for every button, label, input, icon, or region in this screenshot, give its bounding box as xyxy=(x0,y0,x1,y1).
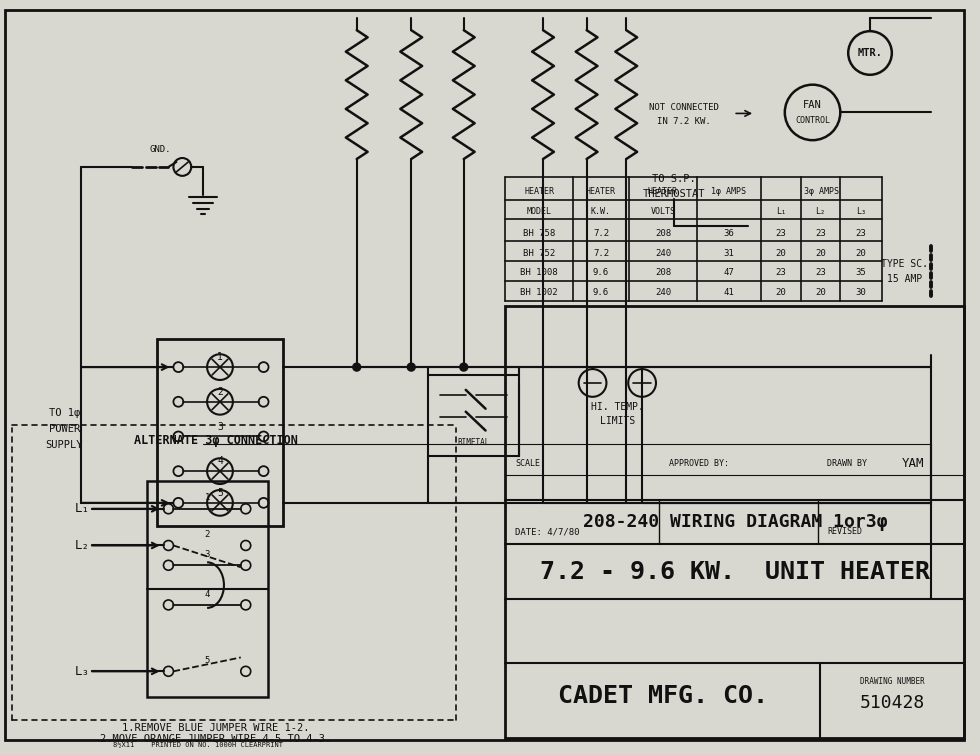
Text: 23: 23 xyxy=(856,229,866,238)
Text: 41: 41 xyxy=(723,288,734,297)
Text: 35: 35 xyxy=(856,269,866,277)
Text: L₃: L₃ xyxy=(74,665,90,678)
Text: 20: 20 xyxy=(815,288,826,297)
Text: APPROVED BY:: APPROVED BY: xyxy=(669,459,729,467)
Circle shape xyxy=(460,363,467,371)
Text: 15 AMP: 15 AMP xyxy=(887,274,922,284)
Text: 2: 2 xyxy=(217,387,222,397)
Text: 1.REMOVE BLUE JUMPER WIRE 1-2.: 1.REMOVE BLUE JUMPER WIRE 1-2. xyxy=(122,723,310,733)
Text: BH 1002: BH 1002 xyxy=(520,288,558,297)
Text: 5: 5 xyxy=(205,656,210,665)
Text: 9.6: 9.6 xyxy=(593,269,609,277)
Bar xyxy=(147,481,268,697)
Text: HEATER: HEATER xyxy=(648,187,678,196)
Text: L₂: L₂ xyxy=(74,539,90,552)
Text: 3φ AMPS: 3φ AMPS xyxy=(804,187,839,196)
Text: 31: 31 xyxy=(723,248,734,257)
Text: 20: 20 xyxy=(856,248,866,257)
Text: 240: 240 xyxy=(655,248,671,257)
Text: 23: 23 xyxy=(775,229,786,238)
Text: HEATER: HEATER xyxy=(586,187,616,196)
Text: TYPE SC.: TYPE SC. xyxy=(881,259,928,269)
Text: 510428: 510428 xyxy=(859,694,925,712)
Text: FAN: FAN xyxy=(804,100,822,110)
Text: L₃: L₃ xyxy=(857,207,866,216)
Text: 240: 240 xyxy=(655,288,671,297)
Text: REVISED: REVISED xyxy=(827,527,862,536)
Text: 2.MOVE ORANGE JUMPER WIRE 4-5 TO 4-3.: 2.MOVE ORANGE JUMPER WIRE 4-5 TO 4-3. xyxy=(100,734,331,744)
Text: 1: 1 xyxy=(205,494,210,502)
Text: 20: 20 xyxy=(775,288,786,297)
Text: TO 1φ: TO 1φ xyxy=(49,408,80,418)
Text: 7.2: 7.2 xyxy=(593,229,609,238)
Text: 9.6: 9.6 xyxy=(593,288,609,297)
Text: DRAWN BY: DRAWN BY xyxy=(827,459,867,467)
Text: 4: 4 xyxy=(217,456,222,467)
Text: HEATER: HEATER xyxy=(524,187,554,196)
Text: POWER: POWER xyxy=(49,424,80,434)
Text: ALTERNATE 3φ CONNECTION: ALTERNATE 3φ CONNECTION xyxy=(134,434,298,447)
Text: GND.: GND. xyxy=(150,145,172,153)
Text: 5: 5 xyxy=(217,488,222,498)
Text: 3: 3 xyxy=(205,550,210,559)
Bar xyxy=(428,375,519,456)
Text: 30: 30 xyxy=(856,288,866,297)
Text: 47: 47 xyxy=(723,269,734,277)
Text: DRAWING NUMBER: DRAWING NUMBER xyxy=(859,676,925,686)
Text: TO S.P.: TO S.P. xyxy=(652,174,696,183)
Text: 208-240 WIRING DIAGRAM 1or3φ: 208-240 WIRING DIAGRAM 1or3φ xyxy=(582,513,887,532)
Bar xyxy=(157,339,283,525)
Text: VOLTS: VOLTS xyxy=(651,207,675,216)
Text: K.W.: K.W. xyxy=(591,207,611,216)
Text: 2: 2 xyxy=(205,530,210,539)
Text: THERMOSTAT: THERMOSTAT xyxy=(643,189,705,199)
Text: YAM: YAM xyxy=(902,457,924,470)
Text: CADET MFG. CO.: CADET MFG. CO. xyxy=(558,683,768,707)
Text: L₂: L₂ xyxy=(815,207,825,216)
Text: 208: 208 xyxy=(655,229,671,238)
Circle shape xyxy=(408,363,416,371)
Text: 7.2: 7.2 xyxy=(593,248,609,257)
Text: 1φ AMPS: 1φ AMPS xyxy=(711,187,747,196)
Bar xyxy=(506,306,964,738)
Text: IN 7.2 KW.: IN 7.2 KW. xyxy=(657,117,710,126)
Text: DATE: 4/7/80: DATE: 4/7/80 xyxy=(515,527,580,536)
Text: CONTROL: CONTROL xyxy=(795,116,830,125)
Text: 20: 20 xyxy=(775,248,786,257)
Text: BH 1008: BH 1008 xyxy=(520,269,558,277)
Text: LIMITS: LIMITS xyxy=(600,415,635,426)
Text: 8½X11    PRINTED ON NO. 1000H CLEARPRINT: 8½X11 PRINTED ON NO. 1000H CLEARPRINT xyxy=(113,741,283,748)
Text: 4: 4 xyxy=(205,590,210,599)
Text: MODEL: MODEL xyxy=(526,207,552,216)
Text: SCALE:: SCALE: xyxy=(515,459,545,467)
Text: MTR.: MTR. xyxy=(858,48,883,58)
Text: HI. TEMP.: HI. TEMP. xyxy=(591,402,644,411)
Text: 23: 23 xyxy=(815,269,826,277)
Text: 208: 208 xyxy=(655,269,671,277)
Text: 1: 1 xyxy=(217,352,222,362)
Text: 3: 3 xyxy=(217,421,222,432)
Text: 23: 23 xyxy=(775,269,786,277)
Text: 20: 20 xyxy=(815,248,826,257)
Text: NOT CONNECTED: NOT CONNECTED xyxy=(649,103,718,112)
Text: SUPPLY: SUPPLY xyxy=(46,440,83,450)
Text: BIMETAL: BIMETAL xyxy=(458,438,490,447)
Text: L₁: L₁ xyxy=(776,207,786,216)
Text: 23: 23 xyxy=(815,229,826,238)
Text: BH 752: BH 752 xyxy=(523,248,556,257)
Circle shape xyxy=(353,363,361,371)
Text: BH 758: BH 758 xyxy=(523,229,556,238)
Text: 7.2 - 9.6 KW.  UNIT HEATER: 7.2 - 9.6 KW. UNIT HEATER xyxy=(540,559,930,584)
Text: L₁: L₁ xyxy=(74,502,90,516)
Text: 36: 36 xyxy=(723,229,734,238)
